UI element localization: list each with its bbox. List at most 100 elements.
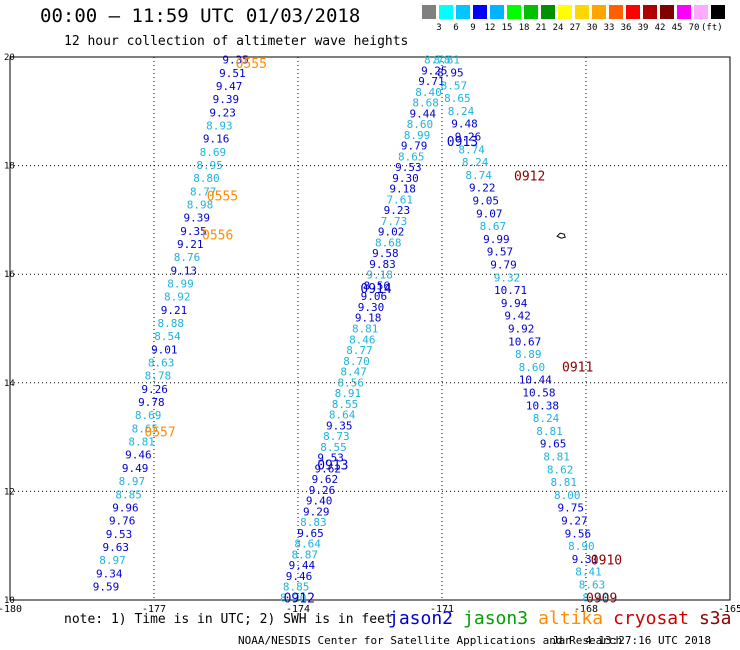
wave-height-value: 8.62 bbox=[547, 463, 574, 476]
color-scale-label: 3 bbox=[436, 23, 442, 33]
wave-height-value: 8.81 bbox=[128, 436, 155, 449]
wave-height-value: 9.26 bbox=[455, 131, 482, 144]
wave-height-value: 8.93 bbox=[206, 120, 233, 133]
wave-height-value: 8.80 bbox=[193, 172, 220, 185]
wave-height-value: 9.53 bbox=[395, 161, 422, 174]
color-swatch bbox=[609, 5, 623, 19]
wave-height-value: 8.64 bbox=[329, 409, 356, 422]
wave-height-value: 9.32 bbox=[494, 271, 521, 284]
wave-height-value: 9.23 bbox=[209, 106, 236, 119]
y-tick-label: 12 bbox=[4, 487, 15, 497]
wave-height-value: 9.65 bbox=[297, 527, 324, 540]
wave-height-value: 9.99 bbox=[483, 233, 510, 246]
color-scale-label: 6 bbox=[453, 23, 459, 33]
wave-height-value: 8.74 bbox=[458, 143, 485, 156]
wave-height-value: 9.35 bbox=[180, 225, 207, 238]
wave-height-value: 9.27 bbox=[561, 514, 588, 527]
wave-height-value: 8.65 bbox=[132, 422, 159, 435]
wave-height-value: 9.39 bbox=[213, 93, 240, 106]
wave-height-value: 7.73 bbox=[381, 215, 408, 228]
wave-height-value: 8.95 bbox=[196, 159, 223, 172]
pass-number-label: 0909 bbox=[586, 591, 617, 606]
map-frame bbox=[9, 56, 731, 601]
wave-height-value: 8.87 bbox=[291, 548, 318, 561]
wave-height-value: 10.71 bbox=[494, 284, 527, 297]
wave-height-value: 9.78 bbox=[138, 396, 165, 409]
wave-height-value: 8.60 bbox=[519, 361, 546, 374]
wave-height-value: 8.89 bbox=[515, 348, 542, 361]
wave-height-value: 9.07 bbox=[476, 207, 503, 220]
x-tick-label: -177 bbox=[142, 604, 166, 615]
pass-number-label: 0555 bbox=[207, 189, 238, 204]
wave-height-value: 8.40 bbox=[582, 591, 609, 604]
wave-height-value: 8.92 bbox=[164, 291, 191, 304]
wave-height-value: 9.30 bbox=[392, 172, 419, 185]
wave-height-value: 9.23 bbox=[384, 204, 411, 217]
wave-height-value: 8.68 bbox=[375, 236, 402, 249]
wave-height-value: 8.99 bbox=[404, 129, 431, 142]
wave-height-value: 9.29 bbox=[303, 505, 330, 518]
wave-height-value: 8.24 bbox=[448, 105, 475, 118]
wave-height-value: 8.77 bbox=[190, 185, 217, 198]
satellite-name: jason3 bbox=[463, 608, 529, 629]
color-swatch bbox=[473, 5, 487, 19]
wave-height-value: 9.59 bbox=[93, 580, 120, 593]
wave-height-value: 8.81 bbox=[550, 476, 577, 489]
color-swatch bbox=[439, 5, 453, 19]
wave-height-value: 8.63 bbox=[579, 578, 606, 591]
color-scale-label: 18 bbox=[518, 23, 530, 33]
wave-height-value: 9.30 bbox=[358, 301, 385, 314]
footer-note: note: 1) Time is in UTC; 2) SWH is in fe… bbox=[64, 612, 393, 627]
wave-height-value: 9.34 bbox=[96, 567, 123, 580]
color-scale-legend: 3 6 9 12 15 18 21 24 27 30 33 36 39 42 45 70 (ft) bbox=[422, 5, 732, 37]
color-scale-label: 15 bbox=[501, 23, 513, 33]
pass-number-label: 0557 bbox=[144, 426, 175, 441]
wave-height-value: 8.85 bbox=[115, 488, 142, 501]
wave-height-value: 9.05 bbox=[473, 195, 500, 208]
wave-height-value: 8.24 bbox=[462, 156, 489, 169]
pass-number-label: 0913 bbox=[447, 135, 478, 150]
wave-height-value: 8.74 bbox=[465, 169, 492, 182]
x-tick-label: -168 bbox=[574, 604, 598, 615]
wave-height-value: 8.77 bbox=[346, 344, 373, 357]
wave-height-value: 7.61 bbox=[387, 193, 414, 206]
x-tick-label: -174 bbox=[286, 604, 310, 615]
wave-height-value: 9.75 bbox=[558, 502, 585, 515]
wave-height-value: 8.70 bbox=[343, 355, 370, 368]
color-swatch bbox=[626, 5, 640, 19]
color-swatch bbox=[677, 5, 691, 19]
wave-height-value: 10.67 bbox=[508, 335, 541, 348]
wave-height-value: 10.38 bbox=[526, 399, 559, 412]
wave-height-value: 8.98 bbox=[187, 199, 214, 212]
pass-number-label: 0910 bbox=[591, 553, 622, 568]
wave-height-value: 9.44 bbox=[289, 559, 316, 572]
wave-height-value: 8.47 bbox=[340, 366, 367, 379]
color-scale-label: 9 bbox=[470, 23, 476, 33]
wave-height-value: 9.16 bbox=[203, 133, 230, 146]
color-scale-label: 21 bbox=[535, 23, 547, 33]
satellite-name: cryosat bbox=[613, 608, 689, 629]
wave-height-value: 8.56 bbox=[338, 376, 365, 389]
wave-height-value: 8.91 bbox=[335, 387, 362, 400]
wave-height-value: 8.68 bbox=[412, 97, 439, 110]
wave-height-value: 8.67 bbox=[480, 220, 507, 233]
wave-height-value: 10.58 bbox=[522, 386, 555, 399]
color-scale-label: 33 bbox=[603, 23, 615, 33]
color-scale-label: 24 bbox=[552, 23, 564, 33]
wave-height-value: 9.35 bbox=[222, 54, 249, 67]
pass-number-label: 0912 bbox=[284, 591, 315, 606]
wave-height-value: 9.06 bbox=[361, 290, 388, 303]
wave-height-value: 10.44 bbox=[519, 374, 552, 387]
wave-height-value: 9.40 bbox=[306, 495, 333, 508]
wave-height-value: 9.18 bbox=[389, 183, 416, 196]
wave-height-value: 9.62 bbox=[312, 473, 339, 486]
wave-height-value: 9.25 bbox=[421, 64, 448, 77]
wave-height-value: 9.42 bbox=[504, 310, 531, 323]
wave-height-value: 8.57 bbox=[441, 79, 468, 92]
wave-height-value: 9.76 bbox=[109, 515, 136, 528]
wave-height-value: 8.81 bbox=[352, 323, 379, 336]
wave-height-value: 8.69 bbox=[135, 409, 162, 422]
x-tick-label: -180 bbox=[0, 604, 22, 615]
wave-height-value: 8.81 bbox=[434, 54, 461, 67]
wave-height-value: 8.99 bbox=[167, 278, 194, 291]
